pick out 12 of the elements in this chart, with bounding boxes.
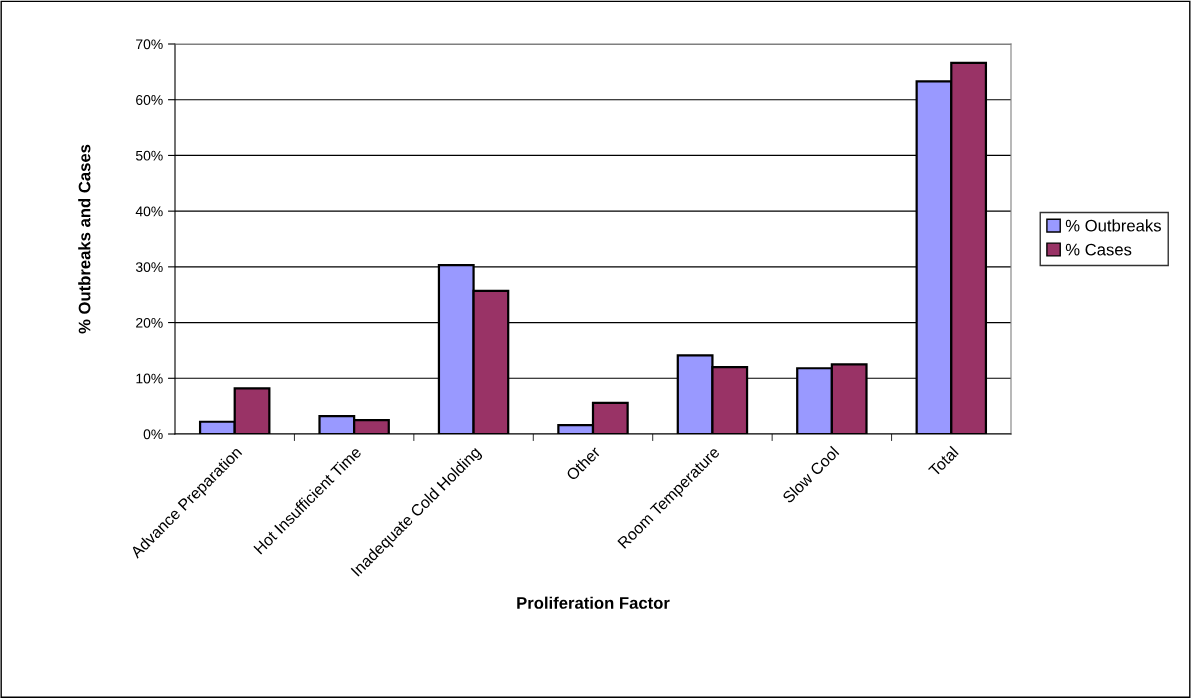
y-tick-label: 10% (136, 373, 163, 384)
y-tick-label: 0% (143, 429, 163, 440)
legend-label: % Cases (1065, 243, 1132, 256)
y-tick-label: 20% (136, 317, 163, 328)
y-tick-label: 50% (135, 150, 163, 161)
y-axis-title: % Outbreaks and Cases (78, 144, 91, 334)
legend-label: % Outbreaks (1065, 219, 1161, 232)
y-tick-label: 70% (136, 39, 163, 50)
y-tick-label: 60% (136, 95, 163, 105)
y-tick-label: 40% (135, 206, 163, 217)
y-tick-label: 30% (135, 262, 163, 273)
x-axis-title: Proliferation Factor (517, 596, 670, 609)
